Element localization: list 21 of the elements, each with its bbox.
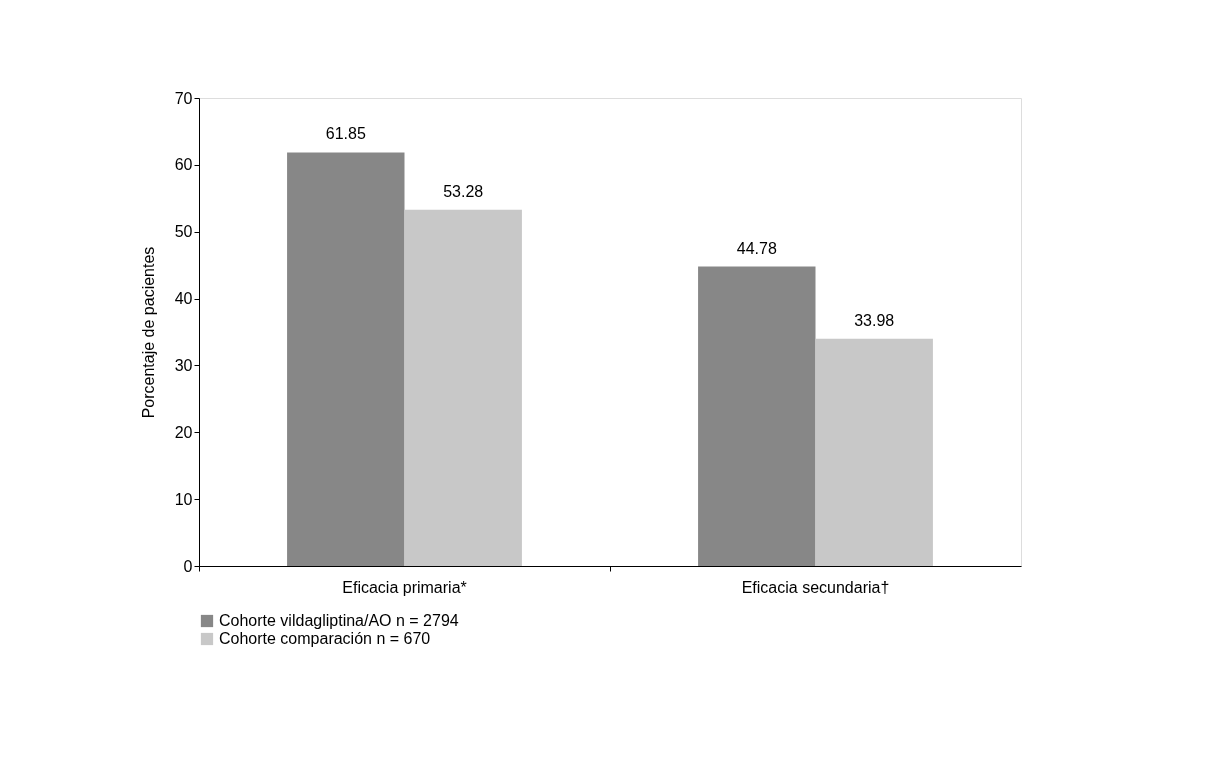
bar (287, 152, 405, 566)
y-tick-label: 60 (174, 156, 193, 174)
x-tick-label: Eficacia secundaria† (741, 578, 890, 596)
data-label: 33.98 (854, 311, 895, 329)
y-tick-label: 30 (174, 356, 193, 374)
y-tick-label: 20 (174, 423, 193, 441)
y-tick-label: 0 (183, 557, 193, 575)
bar (698, 266, 816, 566)
legend-label: Cohorte vildagliptina/AO n = 2794 (219, 612, 459, 629)
x-tick-label: Eficacia primaria* (342, 578, 467, 596)
data-label: 61.85 (325, 125, 366, 143)
bar (404, 209, 522, 566)
data-label: 44.78 (736, 239, 777, 257)
data-label: 53.28 (443, 182, 484, 200)
bar (815, 338, 933, 566)
y-axis-title: Porcentaje de pacientes (139, 246, 157, 419)
y-tick-label: 70 (174, 89, 193, 107)
y-tick-label: 50 (174, 223, 193, 241)
legend-label: Cohorte comparación n = 670 (219, 630, 431, 647)
y-tick-label: 10 (174, 490, 193, 508)
y-tick-label: 40 (174, 290, 193, 308)
